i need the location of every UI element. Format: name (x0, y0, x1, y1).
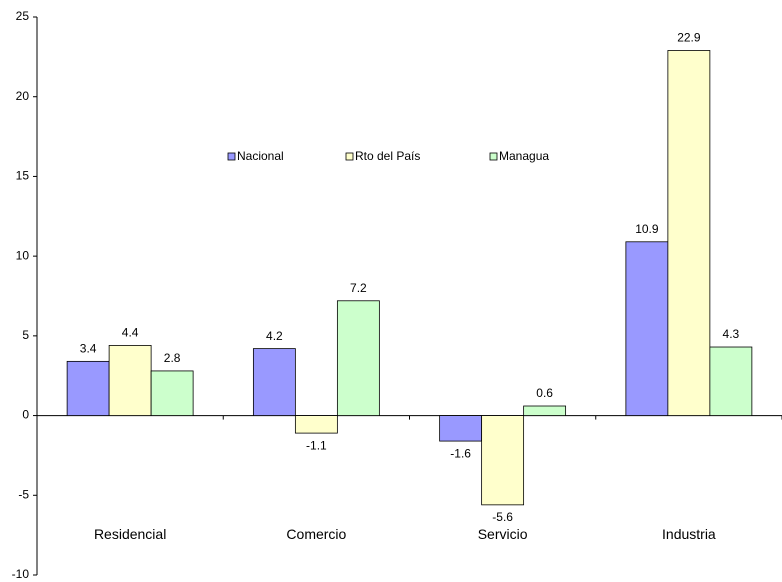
bar (150, 370, 194, 416)
value-label: -5.6 (492, 510, 513, 524)
bar (481, 415, 525, 506)
y-tick-label: 20 (16, 89, 30, 103)
y-tick-label: 25 (16, 9, 30, 23)
bar (294, 415, 338, 434)
legend-label: Managua (499, 149, 549, 163)
value-label: 22.9 (677, 31, 701, 45)
legend-swatch (227, 152, 236, 161)
value-label: -1.1 (306, 438, 327, 452)
value-label: 3.4 (80, 342, 97, 356)
value-label: -1.6 (450, 446, 471, 460)
x-tick-label: Servicio (478, 526, 528, 542)
value-label: 0.6 (536, 386, 553, 400)
legend-swatch (345, 152, 354, 161)
x-tick-label: Comercio (286, 526, 346, 542)
x-tick-label: Industria (662, 526, 716, 542)
bar (523, 405, 567, 416)
bar (336, 300, 380, 416)
value-label: 7.2 (350, 281, 367, 295)
bar (667, 50, 711, 416)
value-label: 4.3 (723, 327, 740, 341)
legend-label: Nacional (237, 149, 284, 163)
bar (252, 348, 296, 416)
y-tick-label: 0 (22, 408, 29, 422)
y-tick-label: 5 (22, 328, 29, 342)
y-tick-label: -10 (12, 567, 30, 581)
y-tick-label: 10 (16, 248, 30, 262)
bar (66, 360, 110, 416)
y-tick-label: -5 (18, 487, 29, 501)
bar (625, 241, 669, 416)
value-label: 4.4 (122, 326, 139, 340)
x-tick-label: Residencial (94, 526, 166, 542)
value-label: 10.9 (635, 222, 659, 236)
legend-swatch (489, 152, 498, 161)
value-label: 4.2 (266, 329, 283, 343)
bar (709, 346, 753, 416)
value-label: 2.8 (164, 351, 181, 365)
y-tick-label: 15 (16, 169, 30, 183)
legend-label: Rto del País (355, 149, 420, 163)
bar (108, 345, 152, 416)
bar (439, 415, 483, 442)
